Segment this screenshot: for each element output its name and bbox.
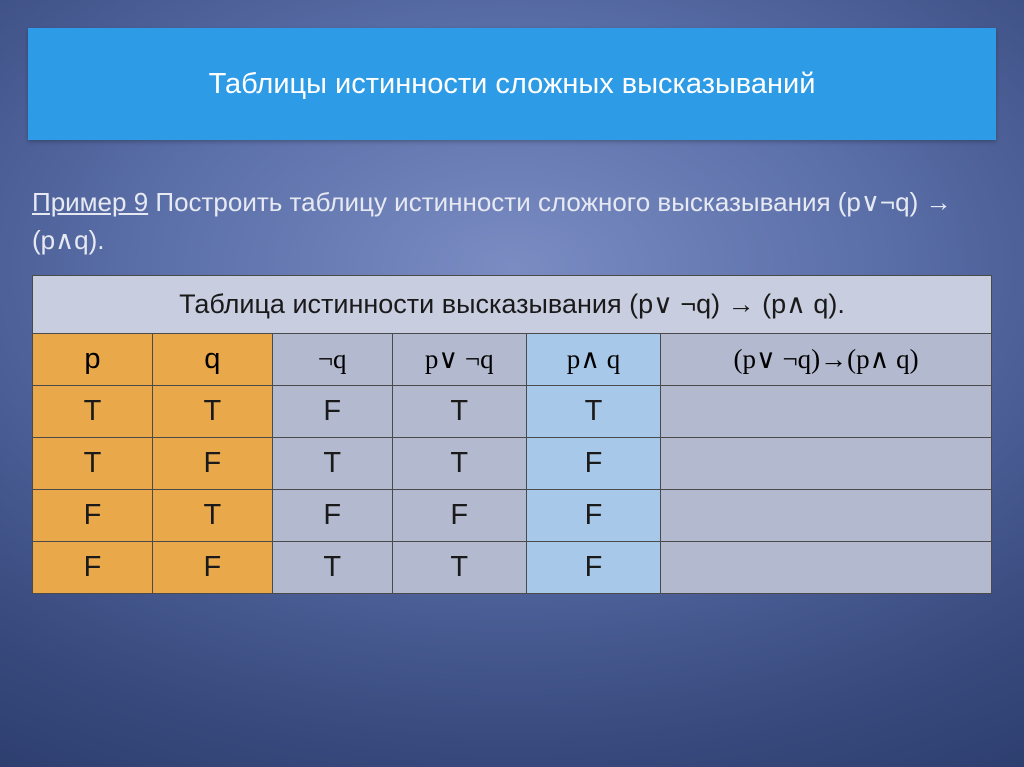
truth-table-cell: T [152, 490, 272, 542]
truth-table-cell: T [392, 542, 526, 594]
truth-table-cell: T [33, 386, 153, 438]
example-subtitle: Пример 9 Построить таблицу истинности сл… [32, 184, 992, 259]
slide-title-banner: Таблицы истинности сложных высказываний [28, 28, 996, 140]
table-row: FFTTF [33, 542, 992, 594]
table-row: TTFTT [33, 386, 992, 438]
truth-table-cell: F [33, 542, 153, 594]
truth-table-header-row: pq¬qp∨ ¬qp∧ q(p∨ ¬q)→(p∧ q) [33, 334, 992, 386]
truth-table-container: Таблица истинности высказывания (p∨ ¬q) … [32, 275, 992, 594]
truth-table-header-cell: p [33, 334, 153, 386]
truth-table-header-cell: ¬q [272, 334, 392, 386]
table-row: TFTTF [33, 438, 992, 490]
truth-table-caption: Таблица истинности высказывания (p∨ ¬q) … [33, 276, 992, 334]
truth-table-cell: F [152, 542, 272, 594]
truth-table-header-cell: p∨ ¬q [392, 334, 526, 386]
truth-table-cell: T [392, 438, 526, 490]
truth-table-cell: F [33, 490, 153, 542]
truth-table-cell [661, 386, 992, 438]
truth-table-caption-row: Таблица истинности высказывания (p∨ ¬q) … [33, 276, 992, 334]
truth-table-cell [661, 490, 992, 542]
truth-table-cell: T [272, 542, 392, 594]
truth-table-header-cell: p∧ q [526, 334, 660, 386]
truth-table-cell [661, 542, 992, 594]
example-number: Пример 9 [32, 187, 148, 217]
slide: Таблицы истинности сложных высказываний … [0, 0, 1024, 767]
truth-table: Таблица истинности высказывания (p∨ ¬q) … [32, 275, 992, 594]
table-row: FTFFF [33, 490, 992, 542]
truth-table-cell: T [152, 386, 272, 438]
truth-table-cell: T [392, 386, 526, 438]
truth-table-cell [661, 438, 992, 490]
truth-table-cell: F [392, 490, 526, 542]
truth-table-cell: F [272, 386, 392, 438]
truth-table-cell: F [526, 542, 660, 594]
truth-table-cell: T [526, 386, 660, 438]
example-text: Построить таблицу истинности сложного вы… [32, 187, 951, 255]
slide-title: Таблицы истинности сложных высказываний [209, 68, 816, 101]
truth-table-cell: F [526, 490, 660, 542]
truth-table-cell: T [33, 438, 153, 490]
truth-table-cell: T [272, 438, 392, 490]
truth-table-cell: F [272, 490, 392, 542]
truth-table-header-cell: (p∨ ¬q)→(p∧ q) [661, 334, 992, 386]
truth-table-cell: F [526, 438, 660, 490]
truth-table-body: TTFTTTFTTFFTFFFFFTTF [33, 386, 992, 594]
truth-table-cell: F [152, 438, 272, 490]
truth-table-header-cell: q [152, 334, 272, 386]
